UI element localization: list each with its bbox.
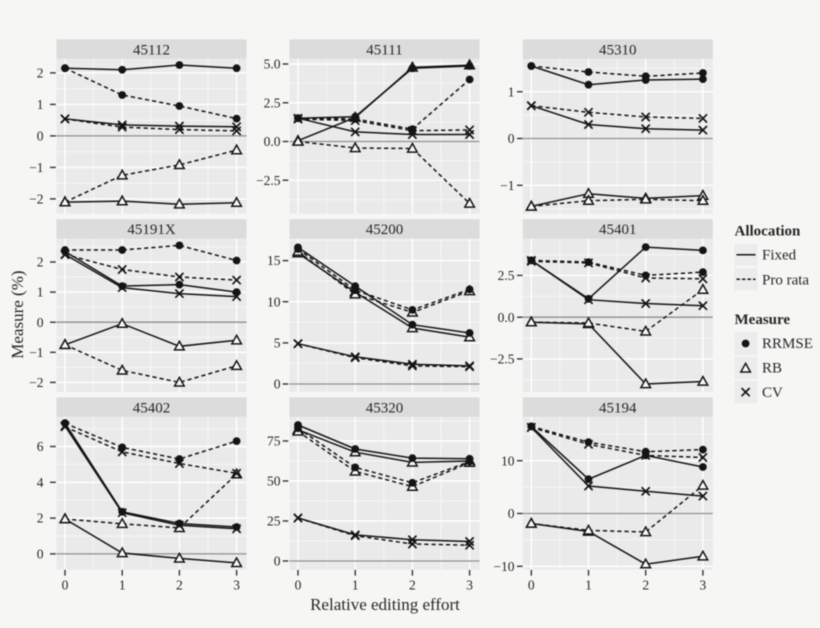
svg-text:5.0: 5.0 xyxy=(264,57,281,72)
svg-text:75: 75 xyxy=(267,434,281,449)
svg-text:45320: 45320 xyxy=(366,400,404,416)
svg-text:10: 10 xyxy=(501,453,515,468)
svg-text:−1: −1 xyxy=(29,160,43,175)
svg-text:0: 0 xyxy=(508,506,515,521)
svg-text:45191X: 45191X xyxy=(127,222,176,238)
svg-text:50: 50 xyxy=(267,474,281,489)
svg-text:−2: −2 xyxy=(29,192,43,207)
svg-text:0.0: 0.0 xyxy=(264,134,281,149)
svg-text:CV: CV xyxy=(762,385,783,401)
svg-text:4: 4 xyxy=(37,475,44,490)
svg-text:45112: 45112 xyxy=(133,42,170,58)
svg-text:0: 0 xyxy=(274,377,281,392)
svg-text:3: 3 xyxy=(700,578,707,593)
svg-text:0: 0 xyxy=(37,547,44,562)
svg-text:6: 6 xyxy=(37,439,44,454)
svg-text:RB: RB xyxy=(762,360,782,376)
svg-text:0: 0 xyxy=(274,554,281,569)
svg-text:10: 10 xyxy=(267,294,281,309)
svg-text:RRMSE: RRMSE xyxy=(762,336,813,352)
svg-text:2: 2 xyxy=(37,66,44,81)
svg-text:0: 0 xyxy=(528,578,535,593)
svg-text:45194: 45194 xyxy=(599,400,637,416)
svg-text:1: 1 xyxy=(119,578,126,593)
svg-text:Allocation: Allocation xyxy=(735,224,801,240)
svg-text:2: 2 xyxy=(642,578,649,593)
svg-text:−1: −1 xyxy=(500,178,514,193)
svg-text:45200: 45200 xyxy=(366,222,404,238)
svg-text:5: 5 xyxy=(274,336,281,351)
svg-text:Measure: Measure xyxy=(735,312,791,328)
svg-text:Measure (%): Measure (%) xyxy=(8,270,27,358)
svg-text:45310: 45310 xyxy=(599,42,637,58)
svg-text:0: 0 xyxy=(37,129,44,144)
svg-text:Relative editing effort: Relative editing effort xyxy=(310,595,460,614)
svg-text:−1: −1 xyxy=(29,345,43,360)
svg-text:45401: 45401 xyxy=(599,222,637,238)
svg-text:0: 0 xyxy=(295,578,302,593)
svg-text:0: 0 xyxy=(62,578,69,593)
svg-text:2: 2 xyxy=(409,578,416,593)
svg-text:2.5: 2.5 xyxy=(498,268,515,283)
svg-text:25: 25 xyxy=(267,514,281,529)
svg-text:Pro rata: Pro rata xyxy=(762,272,809,288)
svg-text:2: 2 xyxy=(37,511,44,526)
svg-text:1: 1 xyxy=(508,84,515,99)
svg-text:45402: 45402 xyxy=(133,400,171,416)
svg-text:Fixed: Fixed xyxy=(762,247,797,263)
svg-text:2.5: 2.5 xyxy=(264,95,281,110)
svg-text:0: 0 xyxy=(37,315,44,330)
svg-text:0.0: 0.0 xyxy=(498,310,515,325)
svg-text:1: 1 xyxy=(352,578,359,593)
svg-text:1: 1 xyxy=(37,285,44,300)
svg-text:−2.5: −2.5 xyxy=(256,173,281,188)
svg-text:3: 3 xyxy=(233,578,240,593)
svg-text:2: 2 xyxy=(37,255,44,270)
svg-text:1: 1 xyxy=(37,97,44,112)
svg-text:−2: −2 xyxy=(29,375,43,390)
svg-text:45111: 45111 xyxy=(366,42,402,58)
svg-text:15: 15 xyxy=(267,253,281,268)
svg-text:−10: −10 xyxy=(493,559,514,574)
svg-text:−2.5: −2.5 xyxy=(490,352,515,367)
svg-text:3: 3 xyxy=(466,578,473,593)
svg-text:1: 1 xyxy=(585,578,592,593)
svg-text:2: 2 xyxy=(176,578,183,593)
svg-text:0: 0 xyxy=(508,131,515,146)
